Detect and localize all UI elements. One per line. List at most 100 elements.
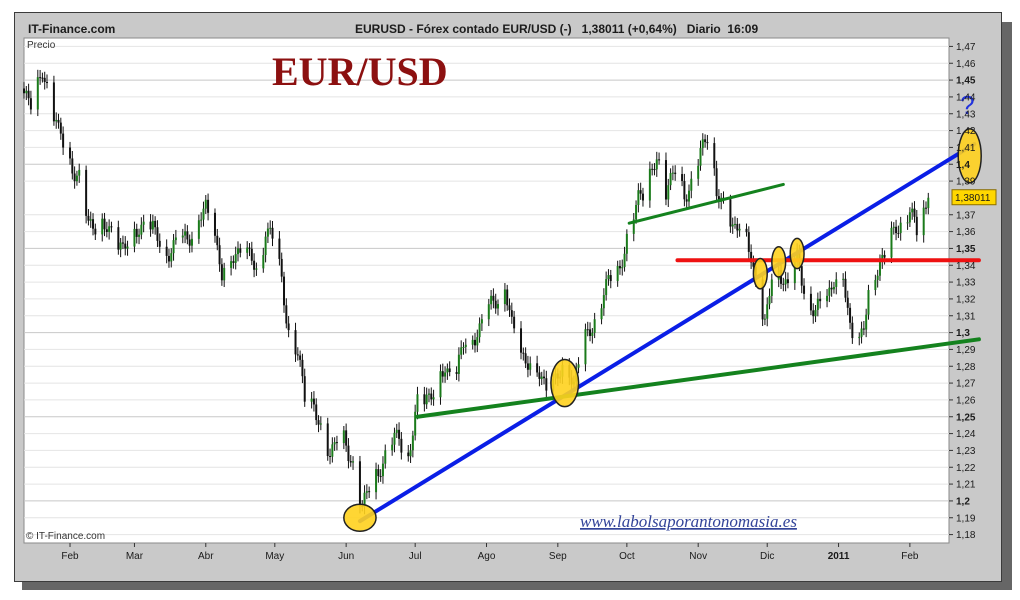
- candle-down: [812, 310, 815, 317]
- candle-up: [200, 219, 203, 221]
- candle-down: [303, 376, 306, 402]
- candle-up: [577, 364, 580, 368]
- last-price-marker: 1,38011: [951, 189, 997, 206]
- candle-up: [605, 279, 608, 296]
- candle-up: [835, 279, 838, 287]
- candle-up: [101, 218, 104, 235]
- candle-down: [423, 394, 426, 405]
- candle-down: [651, 168, 654, 170]
- candle-down: [706, 142, 709, 144]
- candle-up: [133, 228, 136, 247]
- candle-up: [865, 314, 868, 330]
- candle-up: [878, 261, 881, 276]
- candle-up: [427, 393, 430, 395]
- candle-down: [62, 133, 65, 148]
- candle-down: [609, 275, 612, 282]
- y-tick-label: 1,39: [956, 177, 976, 188]
- candle-up: [197, 220, 200, 239]
- y-tick-label: 1,45: [956, 76, 976, 87]
- candle-down: [639, 190, 642, 194]
- y-tick-label: 1,3: [956, 328, 970, 339]
- candle-up: [365, 491, 368, 493]
- candle-down: [803, 285, 806, 294]
- candle-up: [36, 77, 39, 110]
- candle-down: [844, 278, 847, 298]
- y-tick-label: 1,4: [956, 160, 970, 171]
- candle-up: [331, 444, 334, 457]
- candle-up: [352, 461, 355, 463]
- candle-down: [618, 266, 621, 269]
- x-tick-label: Mar: [126, 551, 144, 562]
- candle-down: [750, 251, 753, 263]
- candle-up: [264, 236, 267, 256]
- candle-down: [41, 77, 44, 79]
- candle-up: [184, 231, 187, 236]
- candle-down: [398, 429, 401, 439]
- candle-down: [296, 354, 299, 356]
- candle-down: [280, 258, 283, 277]
- candle-down: [213, 212, 216, 236]
- y-tick-label: 1,41: [956, 143, 976, 154]
- website-link[interactable]: www.labolsaporantonomasia.es: [580, 512, 797, 531]
- candle-down: [492, 295, 495, 301]
- x-axis-ticks: Feb Mar Abr May Jun Jul Ago Sep Oct Nov Dic 2011 Feb: [61, 543, 919, 562]
- candle-up: [701, 139, 704, 149]
- candle-down: [713, 143, 716, 169]
- candle-down: [809, 293, 812, 311]
- candle-down: [913, 208, 916, 217]
- candle-down: [747, 232, 750, 252]
- candle-up: [731, 224, 734, 227]
- candle-up: [181, 235, 184, 238]
- candle-up: [623, 253, 626, 268]
- candle-up: [766, 304, 769, 319]
- candle-down: [59, 122, 62, 134]
- candle-down: [819, 298, 822, 302]
- y-tick-label: 1,22: [956, 463, 976, 474]
- candle-down: [94, 228, 97, 235]
- candle-down: [685, 199, 688, 202]
- candle-down: [536, 363, 539, 373]
- y-tick-label: 1,47: [956, 42, 976, 53]
- candle-down: [285, 305, 288, 324]
- y-tick-label: 1,42: [956, 126, 976, 137]
- candle-up: [310, 398, 313, 402]
- candle-up: [480, 319, 483, 324]
- candle-up: [908, 212, 911, 223]
- candle-down: [92, 219, 95, 229]
- candle-down: [510, 310, 513, 317]
- y-axis-ticks: 1,47 1,46 1,45 1,44 1,43 1,42 1,41 1,4 1,39 1,37 1…: [949, 42, 976, 541]
- candle-up: [234, 254, 237, 263]
- candle-down: [745, 228, 748, 233]
- candle-down: [232, 261, 235, 263]
- y-axis-label: Precio: [27, 40, 56, 51]
- x-tick-label: Abr: [198, 551, 214, 562]
- candle-down: [524, 353, 527, 364]
- candle-down: [664, 160, 667, 200]
- x-tick-label: Oct: [619, 551, 635, 562]
- x-tick-label: Feb: [61, 551, 79, 562]
- candle-up: [927, 197, 930, 209]
- candle-up: [140, 224, 143, 235]
- candle-up: [593, 319, 596, 333]
- candle-up: [890, 227, 893, 258]
- candle-down: [117, 227, 120, 250]
- candle-up: [625, 233, 628, 254]
- candle-down: [87, 215, 90, 221]
- candle-up: [363, 492, 366, 507]
- highlight-dec-1: [752, 257, 768, 290]
- candle-down: [513, 316, 516, 329]
- candle-down: [39, 77, 42, 79]
- candle-down: [915, 216, 918, 236]
- candle-down: [71, 158, 74, 174]
- candle-down: [674, 172, 677, 175]
- candle-down: [46, 82, 49, 84]
- candle-down: [520, 328, 523, 353]
- candle-up: [262, 255, 265, 269]
- green-lower-trendline: [415, 337, 981, 419]
- x-tick-label: Nov: [689, 551, 707, 562]
- highlight-june-low: [343, 503, 377, 532]
- plot-area: [23, 37, 950, 544]
- y-tick-label: 1,34: [956, 261, 976, 272]
- candle-up: [142, 221, 145, 225]
